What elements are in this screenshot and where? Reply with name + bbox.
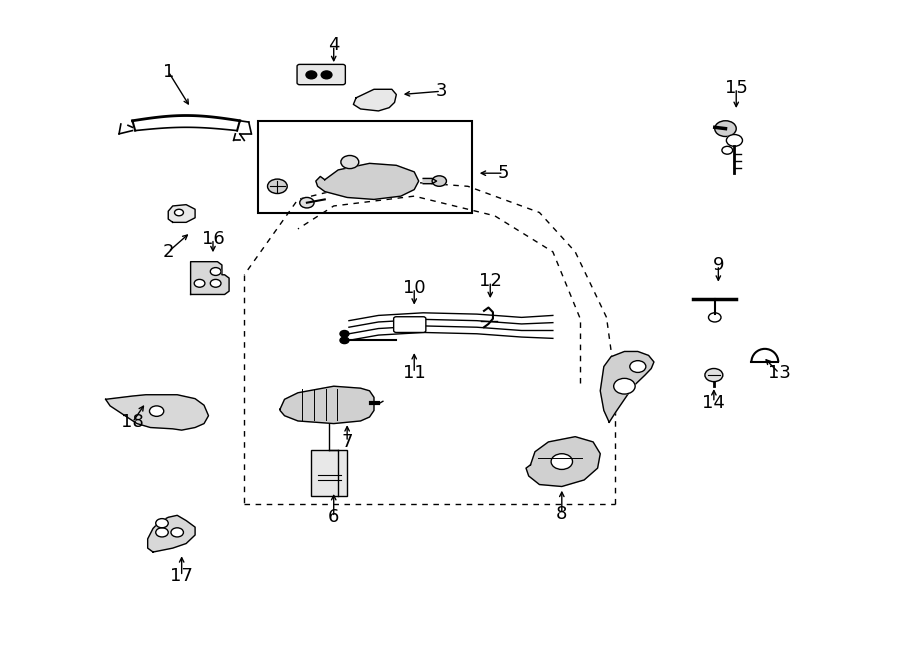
Circle shape bbox=[705, 369, 723, 381]
Text: 8: 8 bbox=[556, 505, 568, 523]
Circle shape bbox=[321, 71, 332, 79]
FancyBboxPatch shape bbox=[297, 64, 346, 85]
Circle shape bbox=[156, 527, 168, 537]
Text: 13: 13 bbox=[768, 364, 790, 382]
Text: 4: 4 bbox=[328, 36, 339, 54]
Circle shape bbox=[432, 176, 446, 186]
Circle shape bbox=[149, 406, 164, 416]
Circle shape bbox=[194, 280, 205, 288]
Text: 5: 5 bbox=[498, 164, 509, 182]
Text: 10: 10 bbox=[403, 279, 426, 297]
Circle shape bbox=[715, 121, 736, 136]
Circle shape bbox=[551, 453, 572, 469]
Circle shape bbox=[726, 135, 742, 146]
Circle shape bbox=[211, 268, 221, 276]
Text: 7: 7 bbox=[341, 433, 353, 451]
Text: 12: 12 bbox=[479, 272, 501, 290]
Circle shape bbox=[175, 210, 184, 215]
Text: 2: 2 bbox=[163, 243, 174, 261]
Polygon shape bbox=[148, 516, 195, 552]
Polygon shape bbox=[191, 262, 230, 294]
Circle shape bbox=[340, 330, 349, 337]
Text: 11: 11 bbox=[403, 364, 426, 382]
Text: 3: 3 bbox=[436, 82, 446, 100]
Polygon shape bbox=[423, 178, 436, 184]
Circle shape bbox=[156, 519, 168, 527]
Text: 9: 9 bbox=[713, 256, 725, 274]
Polygon shape bbox=[105, 395, 209, 430]
Polygon shape bbox=[316, 163, 418, 200]
Polygon shape bbox=[526, 437, 600, 486]
Text: 16: 16 bbox=[202, 230, 224, 248]
Bar bbox=[311, 449, 347, 496]
Circle shape bbox=[211, 280, 221, 288]
Circle shape bbox=[614, 378, 635, 394]
Text: 18: 18 bbox=[122, 413, 144, 431]
FancyBboxPatch shape bbox=[393, 317, 426, 332]
Circle shape bbox=[267, 179, 287, 194]
Text: 17: 17 bbox=[170, 567, 194, 585]
Text: 6: 6 bbox=[328, 508, 339, 526]
Circle shape bbox=[630, 361, 646, 372]
Circle shape bbox=[171, 527, 184, 537]
Circle shape bbox=[341, 155, 359, 169]
Polygon shape bbox=[280, 386, 374, 424]
Bar bbox=[257, 121, 472, 213]
Text: 15: 15 bbox=[724, 79, 748, 97]
Circle shape bbox=[340, 337, 349, 344]
Text: 14: 14 bbox=[702, 393, 725, 412]
Polygon shape bbox=[354, 89, 396, 111]
Text: 1: 1 bbox=[163, 63, 174, 81]
Polygon shape bbox=[168, 205, 195, 222]
Circle shape bbox=[306, 71, 317, 79]
Polygon shape bbox=[600, 352, 654, 422]
Circle shape bbox=[300, 198, 314, 208]
